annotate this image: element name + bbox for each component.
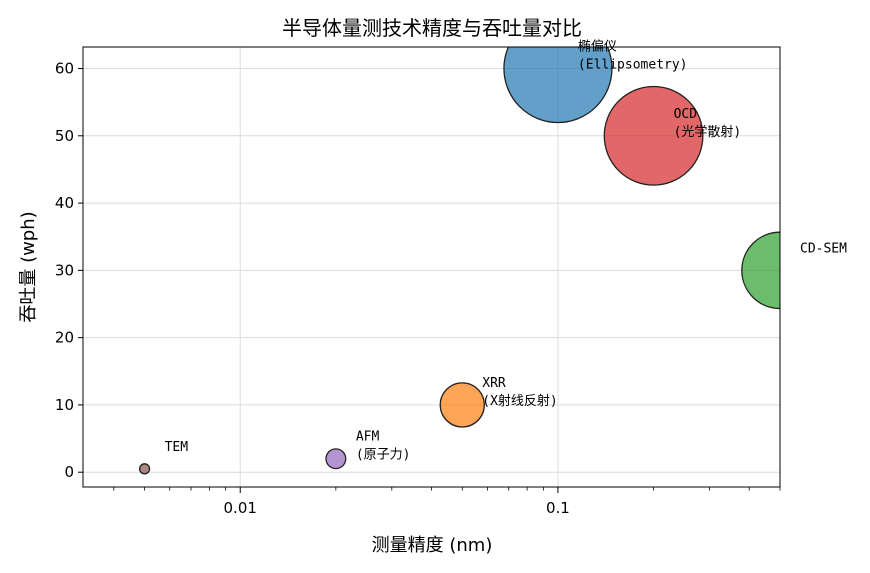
point-label: CD-SEM — [800, 241, 847, 256]
bubble-point — [503, 47, 613, 124]
x-tick-label: 0.01 — [224, 499, 257, 517]
y-tick-label: 10 — [55, 396, 74, 414]
point-label-line: (光学散射) — [674, 124, 742, 140]
bubble-point — [603, 85, 704, 186]
point-label: 椭偏仪 (Ellipsometry) — [578, 39, 688, 73]
y-tick-label: 50 — [55, 127, 74, 145]
x-axis-label: 测量精度 (nm) — [372, 535, 493, 556]
point-label-line: XRR — [482, 376, 506, 391]
point-label: AFM (原子力) — [356, 430, 411, 463]
y-axis-label: 吞吐量 (wph) — [18, 211, 39, 322]
bubble-point — [325, 448, 347, 470]
y-tick-label: 60 — [55, 60, 74, 78]
point-label: OCD (光学散射) — [674, 107, 742, 140]
bubble-point — [138, 463, 151, 475]
point-label-line: 椭偏仪 — [578, 39, 617, 55]
y-tick-label: 30 — [55, 261, 74, 279]
point-label-line: (Ellipsometry) — [578, 58, 688, 73]
point-label: XRR (X射线反射) — [482, 376, 557, 409]
point-label-line: AFM — [356, 430, 380, 445]
y-tick-label: 40 — [55, 194, 74, 212]
bubbles — [138, 47, 780, 475]
x-tick-label: 0.1 — [546, 499, 570, 517]
point-label-line: (X射线反射) — [482, 393, 557, 409]
point-label-line: (原子力) — [356, 448, 411, 463]
chart-title: 半导体量测技术精度与吞吐量对比 — [282, 16, 582, 40]
bubble-point — [439, 382, 485, 428]
y-tick-label: 0 — [64, 463, 74, 481]
point-label-line: TEM — [165, 440, 189, 455]
ticks: 0 10 20 30 40 50 60 0.01 0.1 — [55, 60, 781, 517]
point-label-line: OCD — [674, 107, 698, 122]
point-label: TEM — [165, 440, 189, 455]
y-tick-label: 20 — [55, 329, 74, 347]
point-label-line: CD-SEM — [800, 241, 847, 256]
grid — [83, 47, 780, 487]
point-labels: 椭偏仪 (Ellipsometry) OCD (光学散射) CD-SEM XRR (X射线反… — [165, 39, 848, 463]
